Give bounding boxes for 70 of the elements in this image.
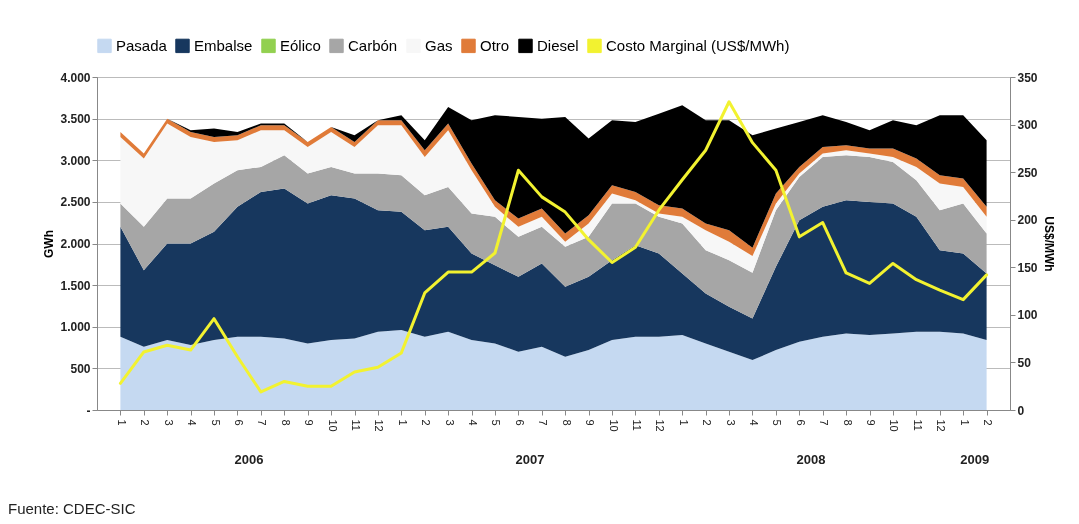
x-tick-label: 9 [584,419,597,426]
x-tick-label: 7 [537,419,550,426]
text: 2006 [234,452,264,467]
x-tick-label: 10 [607,419,620,432]
x-tick-label: 11 [911,419,924,431]
legend-label: Carbón [348,36,398,54]
x-tick-label: 4 [467,419,480,426]
legend-label: Eólico [280,36,321,54]
x-tick-label: 2 [139,419,152,426]
x-tick-label: 10 [326,419,339,432]
x-tick-label: 8 [560,419,573,426]
x-tick-label: 3 [443,419,456,426]
x-tick-label: 5 [209,419,222,426]
y-tick-label: 3.000 [60,153,91,168]
x-tick-label: 3 [724,419,737,426]
x-tick-label: 4 [186,419,199,426]
legend-label: Pasada [116,36,168,54]
x-tick-label: 1 [958,419,971,426]
x-tick-label: 8 [841,419,854,426]
legend-label: Diesel [537,36,579,54]
y-tick-label: - [86,403,91,418]
x-tick-label: 6 [232,419,245,426]
x-tick-label: 1 [677,419,690,426]
y2-tick-label: 50 [1017,355,1032,370]
y2-tick-label: 300 [1017,118,1038,133]
x-tick-label: 6 [794,419,807,426]
legend-label: Costo Marginal (US$/MWh) [606,36,790,54]
x-tick-label: 1 [115,419,128,426]
y-tick-label: 2.500 [60,195,91,210]
x-tick-label: 2 [701,419,714,426]
x-tick-label: 5 [490,419,503,426]
x-tick-label: 7 [818,419,831,426]
y-tick-label: 4.000 [60,70,91,85]
y-tick-label: 1.000 [60,320,91,335]
x-tick-label: 12 [654,419,667,432]
x-tick-label: 6 [513,419,526,426]
text: 2007 [515,452,545,467]
y-tick-label: 2.000 [60,237,91,251]
x-tick-label: 9 [865,419,878,426]
x-tick-label: 5 [771,419,784,426]
y2-tick-label: 0 [1017,403,1025,418]
y-tick-label: 3.500 [60,112,91,127]
legend-label: Gas [425,36,453,54]
x-tick-label: 8 [279,419,292,426]
y-tick-label: 500 [70,361,91,376]
x-tick-label: 2 [982,419,995,426]
x-tick-label: 4 [747,419,760,426]
x-tick-label: 7 [256,419,269,426]
legend-label: Embalse [194,36,253,54]
x-tick-label: 12 [373,419,386,432]
source-note: Fuente: CDEC-SIC [8,500,136,517]
x-tick-label: 11 [350,419,363,431]
x-tick-label: 12 [935,419,948,432]
x-tick-label: 9 [303,419,316,426]
legend-label: Otro [480,36,510,54]
y-tick-label: 1.500 [60,278,91,293]
y2-tick-label: 350 [1017,70,1038,85]
x-tick-label: 10 [888,419,901,432]
text: 2009 [960,452,990,467]
y2-axis-title: US$/MWh [1041,216,1056,272]
x-tick-label: 2 [420,419,433,426]
x-tick-label: 3 [162,419,175,426]
y2-tick-label: 250 [1017,165,1038,180]
y2-tick-label: 200 [1017,213,1038,228]
y-axis-title: GWh [42,230,57,258]
x-tick-label: 1 [396,419,409,426]
y2-tick-label: 100 [1017,308,1038,323]
text: 2008 [796,452,826,467]
x-tick-label: 11 [630,419,643,431]
y2-tick-label: 150 [1017,260,1038,275]
